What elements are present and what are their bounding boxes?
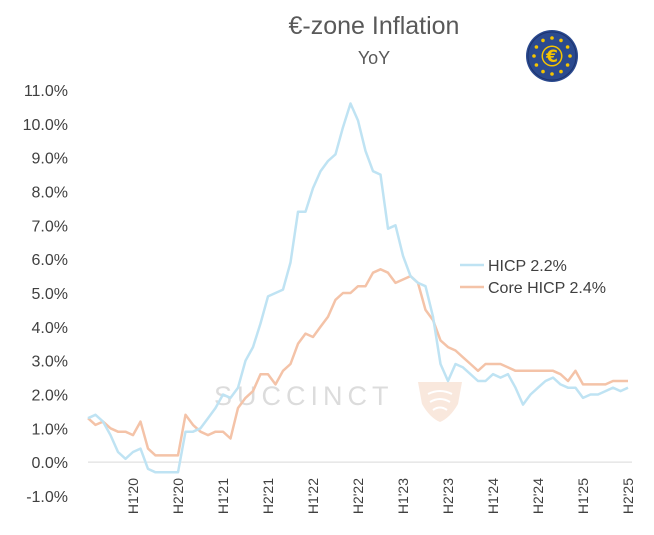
x-tick-label: H1'21: [215, 478, 231, 514]
legend-label: HICP 2.2%: [488, 258, 567, 275]
watermark-text: SUCCINCT: [214, 381, 394, 411]
logo-star: [550, 72, 554, 76]
logo-star: [550, 36, 554, 40]
y-tick-label: 4.0%: [32, 320, 68, 337]
y-tick-label: 8.0%: [32, 185, 68, 202]
x-tick-label: H2'22: [350, 478, 366, 514]
x-tick-label: H2'20: [170, 478, 186, 514]
logo-star: [559, 69, 563, 74]
y-tick-label: 1.0%: [32, 421, 68, 438]
x-tick-label: H2'25: [620, 478, 636, 514]
euro-logo-icon: €: [526, 30, 578, 82]
y-tick-label: 3.0%: [32, 354, 68, 371]
watermark: SUCCINCT: [214, 381, 462, 422]
x-tick-label: H1'23: [395, 478, 411, 514]
logo-star: [559, 38, 563, 43]
logo-star: [532, 54, 536, 58]
logo-star: [565, 63, 570, 67]
x-tick-label: H1'24: [485, 478, 501, 514]
y-tick-label: -1.0%: [26, 489, 68, 506]
legend-label: Core HICP 2.4%: [488, 280, 606, 297]
y-tick-label: 7.0%: [32, 218, 68, 235]
y-tick-label: 6.0%: [32, 252, 68, 269]
logo-star: [534, 45, 539, 49]
logo-star: [534, 63, 539, 67]
chart-legend: HICP 2.2% Core HICP 2.4%: [460, 258, 606, 297]
y-tick-label: 9.0%: [32, 151, 68, 168]
y-tick-label: 0.0%: [32, 455, 68, 472]
x-tick-label: H1'25: [575, 478, 591, 514]
x-tick-label: H1'20: [125, 478, 141, 514]
chart-axes: -1.0% 0.0% 1.0% 2.0% 3.0% 4.0% 5.0% 6.0% 7.0% 8.0…: [23, 83, 636, 514]
y-tick-label: 11.0%: [24, 83, 68, 100]
chart-subtitle: YoY: [358, 48, 390, 68]
logo-star: [541, 38, 545, 43]
logo-star: [541, 69, 545, 74]
series-line: [87, 102, 629, 474]
x-tick-label: H2'24: [530, 478, 546, 514]
logo-star: [565, 45, 570, 49]
x-tick-label: H1'22: [305, 478, 321, 514]
x-tick-label: H2'21: [260, 478, 276, 514]
logo-star: [568, 54, 572, 58]
series-line: [87, 268, 628, 457]
svg-text:€: €: [545, 47, 558, 67]
y-tick-label: 5.0%: [32, 286, 68, 303]
x-tick-label: H2'23: [440, 478, 456, 514]
chart-lines: [87, 102, 629, 474]
y-tick-label: 10.0%: [23, 117, 68, 134]
watermark-logo-icon: [418, 382, 462, 422]
y-tick-label: 2.0%: [32, 388, 68, 405]
chart-title: €-zone Inflation: [289, 12, 460, 40]
